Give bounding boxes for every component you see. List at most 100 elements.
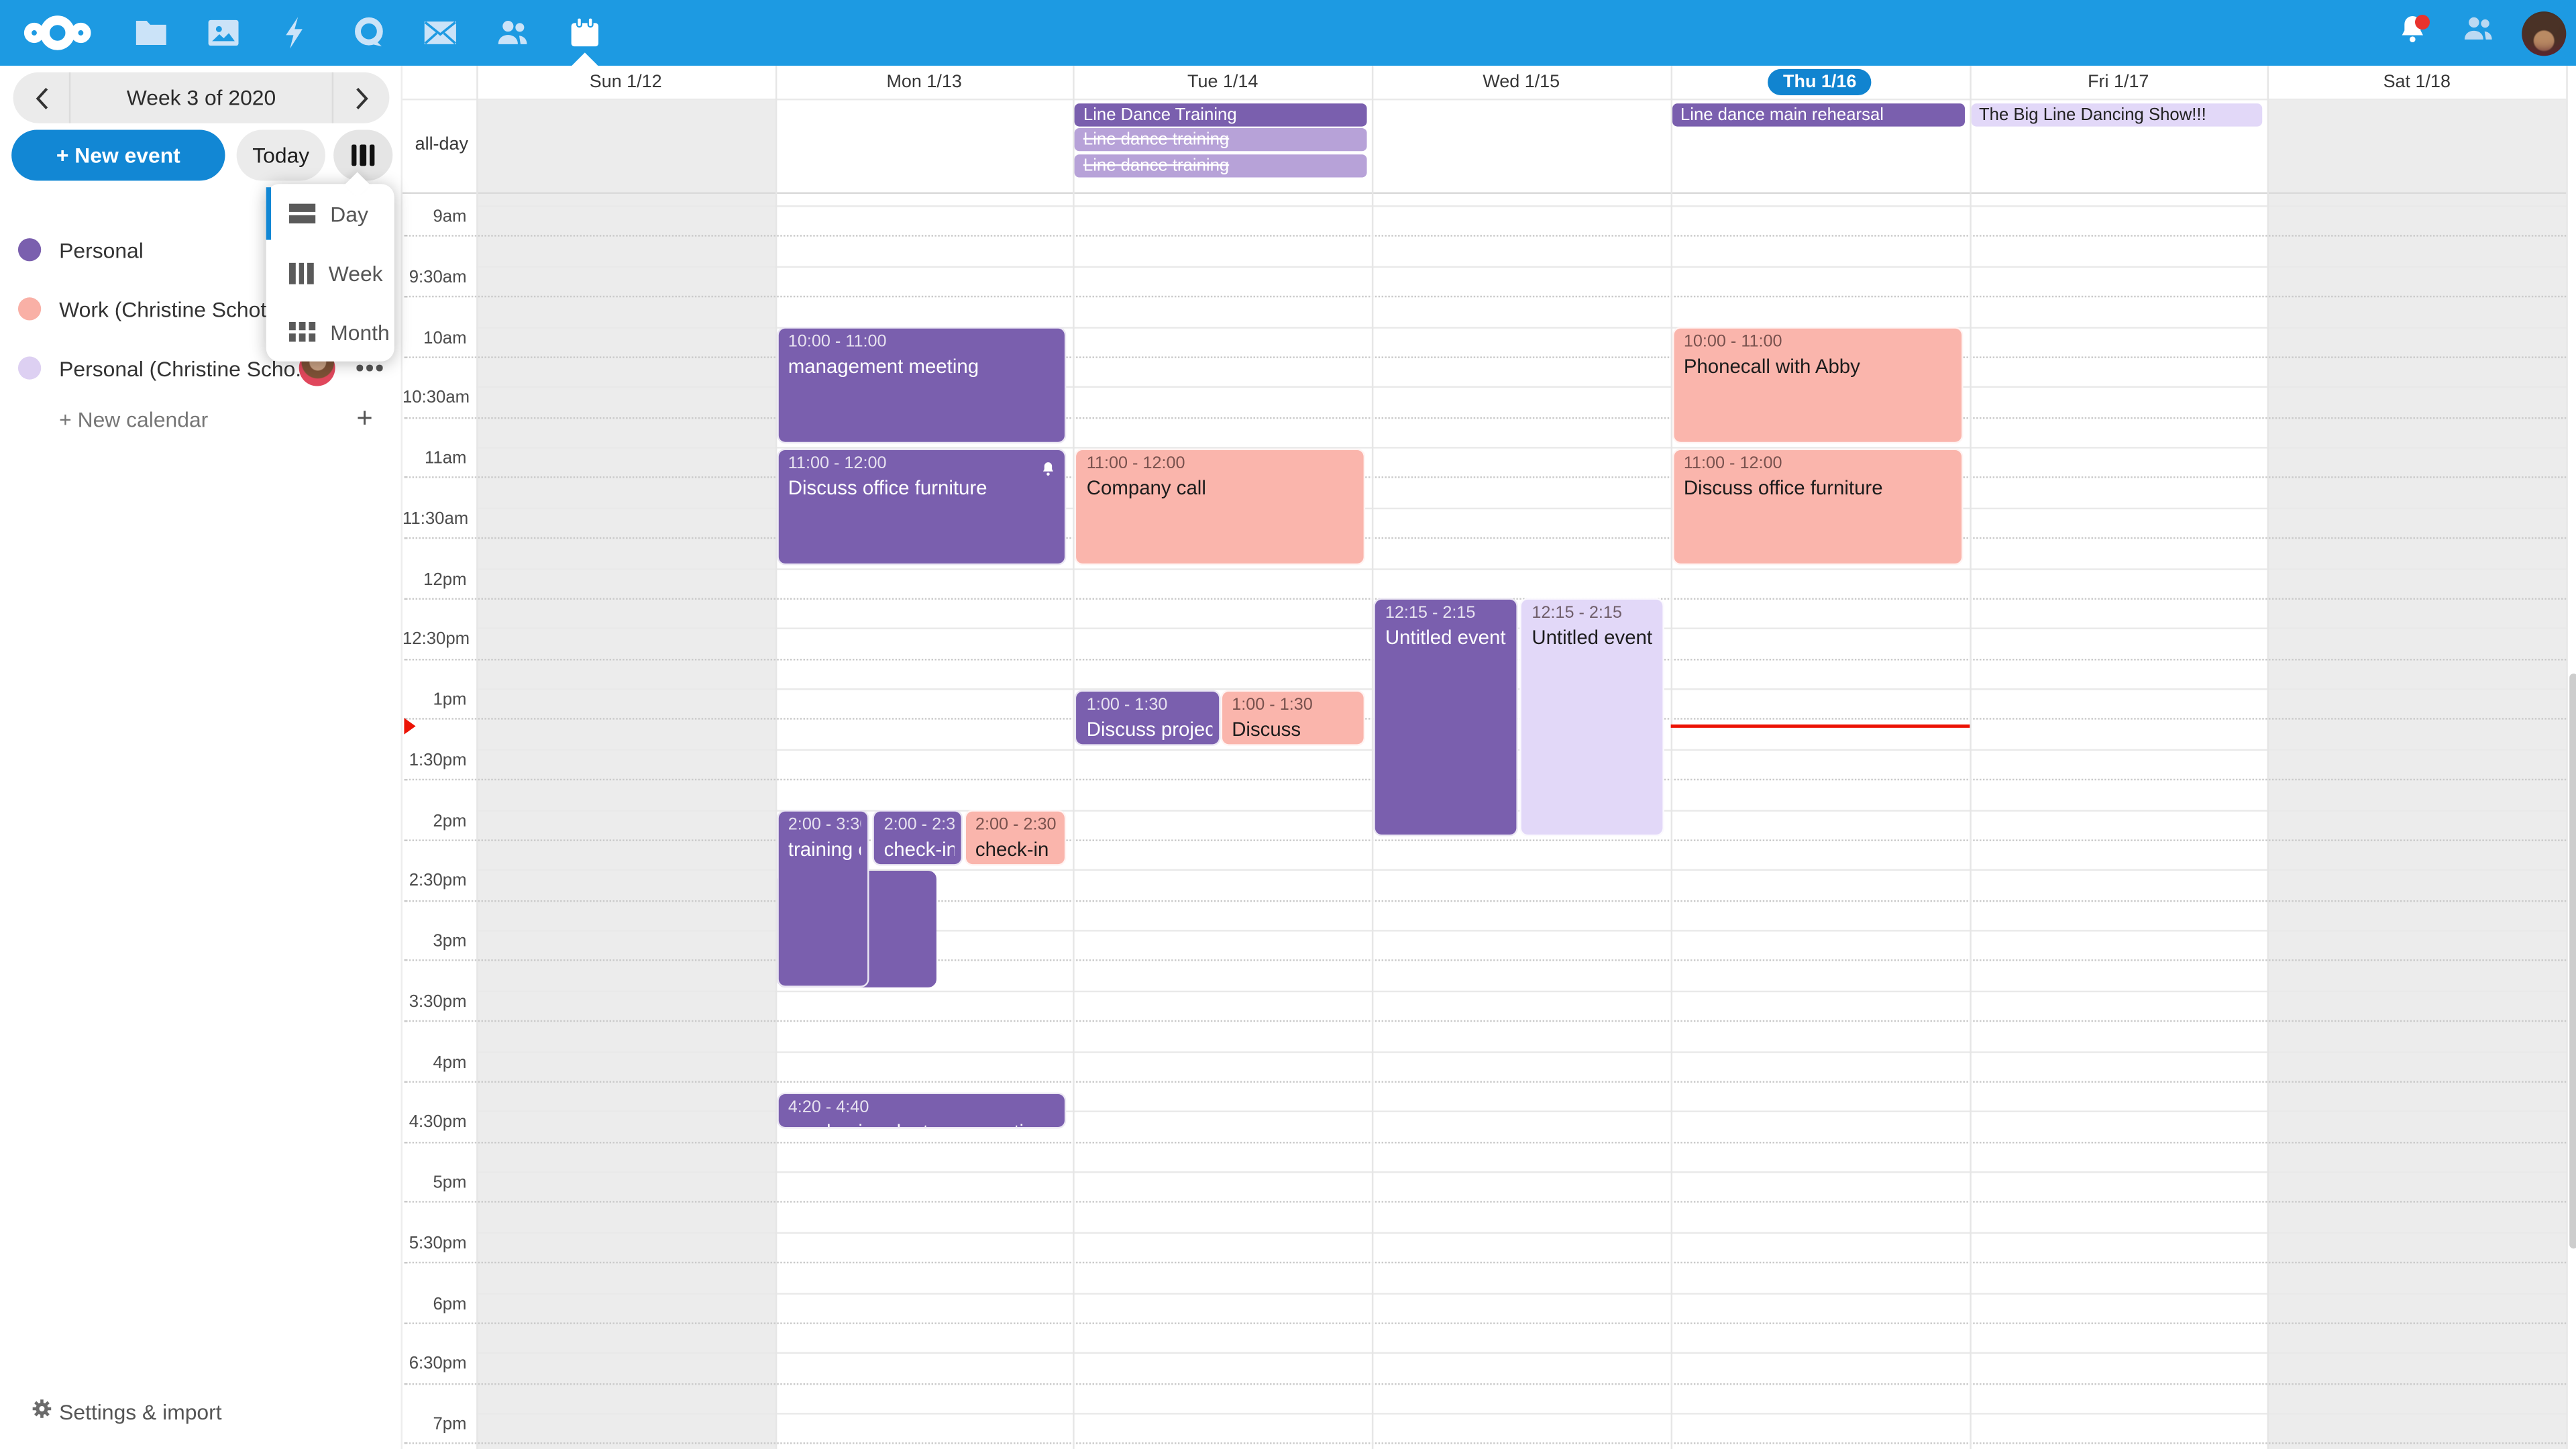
- calendar-event[interactable]: 10:00 - 11:00 Phonecall with Abby: [1672, 327, 1963, 444]
- gridline-half-hour: [476, 326, 2567, 328]
- time-label: 11:30am: [402, 508, 468, 531]
- nextcloud-logo[interactable]: [15, 7, 100, 59]
- calendar-event[interactable]: 1:00 - 1:30 Discuss project announcement: [1075, 689, 1221, 746]
- event-title: check-in: [975, 837, 1049, 861]
- gridline-half-hour: [476, 507, 2567, 509]
- gridline-quarter-hour: [404, 537, 2567, 539]
- gridline-quarter-hour: [404, 1020, 2567, 1022]
- chevron-right-icon: [355, 87, 368, 109]
- notifications-button[interactable]: [2379, 0, 2445, 66]
- allday-event[interactable]: Line Dance Training: [1075, 103, 1367, 127]
- time-label: 6pm: [402, 1293, 467, 1316]
- event-title: Untitled event: [1385, 626, 1506, 650]
- calendar-event[interactable]: 1:00 - 1:30 Discuss project announcement: [1220, 689, 1366, 746]
- event-time: 1:00 - 1:30: [1086, 696, 1168, 714]
- gridline-half-hour: [476, 1352, 2567, 1354]
- today-button[interactable]: Today: [236, 129, 325, 181]
- allday-event[interactable]: The Big Line Dancing Show!!!: [1970, 103, 2263, 127]
- month-view-icon: [289, 322, 316, 342]
- day-header[interactable]: Wed 1/15: [1483, 72, 1560, 93]
- new-event-button[interactable]: + New event: [11, 129, 225, 181]
- settings-import-button[interactable]: Settings & import: [0, 1390, 402, 1436]
- day-header[interactable]: Tue 1/14: [1187, 72, 1258, 93]
- view-menu-label: Day: [330, 201, 368, 226]
- app-activity[interactable]: [260, 0, 332, 66]
- time-label: 3:30pm: [402, 991, 467, 1014]
- vertical-scrollbar[interactable]: [2568, 674, 2576, 1249]
- time-label: 3pm: [402, 931, 467, 953]
- event-time: 10:00 - 11:00: [1683, 333, 1782, 352]
- calendar-list-item[interactable]: Personal (Christine Scho...: [0, 338, 402, 397]
- calendar-list-item[interactable]: Work (Christine Schott): [0, 279, 402, 338]
- day-header[interactable]: Thu 1/16: [1670, 66, 1969, 99]
- calendar-event[interactable]: 10:00 - 11:00 management meeting: [776, 327, 1067, 444]
- calendar-name: Work (Christine Schott): [59, 297, 280, 321]
- app-mail[interactable]: [404, 0, 476, 66]
- app-files[interactable]: [115, 0, 187, 66]
- calendar-event[interactable]: 4:20 - 4:40 purchasing dept conversation: [776, 1091, 1067, 1128]
- view-menu-item-week[interactable]: Week: [266, 243, 394, 302]
- people-icon: [2460, 11, 2494, 54]
- allday-label: all-day: [415, 134, 468, 155]
- day-header[interactable]: Mon 1/13: [886, 72, 962, 93]
- gridline-half-hour: [476, 930, 2567, 932]
- app-photos[interactable]: [187, 0, 260, 66]
- allday-event[interactable]: Line dance training: [1075, 154, 1367, 177]
- event-title: Discuss office furniture: [788, 475, 987, 499]
- day-header[interactable]: Sat 1/18: [2383, 72, 2451, 93]
- calendar-list: Personal Work (Christine Schott) Personal …: [0, 220, 402, 397]
- time-label: 2pm: [402, 810, 467, 833]
- mail-icon: [422, 15, 458, 51]
- view-selector-button[interactable]: [333, 129, 393, 181]
- calendar-event[interactable]: 12:15 - 2:15 Untitled event: [1520, 598, 1664, 837]
- week-title[interactable]: Week 3 of 2020: [126, 85, 276, 111]
- app-contacts[interactable]: [476, 0, 549, 66]
- gridline-quarter-hour: [404, 960, 2567, 962]
- gridline-half-hour: [476, 1232, 2567, 1234]
- gridline-quarter-hour: [404, 1322, 2567, 1324]
- column-divider: [775, 65, 777, 1449]
- event-time: 11:00 - 12:00: [1683, 454, 1782, 473]
- new-calendar-button[interactable]: + New calendar +: [0, 391, 402, 450]
- event-title: Phonecall with Abby: [1683, 354, 1860, 378]
- time-label: 2:30pm: [402, 871, 467, 893]
- allday-event[interactable]: Line dance training: [1075, 128, 1367, 152]
- gridline-quarter-hour: [404, 1141, 2567, 1143]
- previous-week-button[interactable]: [13, 72, 69, 123]
- app-calendar[interactable]: [549, 0, 621, 66]
- gridline-half-hour: [476, 990, 2567, 992]
- user-menu-button[interactable]: [2510, 0, 2576, 66]
- gridline-quarter-hour: [404, 1443, 2567, 1445]
- event-time: 4:20 - 4:40: [788, 1098, 869, 1117]
- app-talk[interactable]: [333, 0, 406, 66]
- contacts-icon: [494, 15, 531, 51]
- calendar-event[interactable]: 11:00 - 12:00 Discuss office furniture: [776, 447, 1067, 565]
- calendar-event[interactable]: 2:00 - 2:30 check-in: [872, 810, 963, 867]
- divider: [331, 72, 334, 123]
- calendar-event[interactable]: 11:00 - 12:00 Discuss office furniture: [1672, 447, 1963, 565]
- next-week-button[interactable]: [333, 72, 389, 123]
- time-label: 11am: [402, 448, 467, 470]
- calendar-event[interactable]: 12:15 - 2:15 Untitled event: [1373, 598, 1519, 837]
- calendar-event[interactable]: 11:00 - 12:00 Company call: [1075, 447, 1366, 565]
- event-title: Discuss project announcement: [1086, 716, 1212, 741]
- time-label: 5:30pm: [402, 1233, 467, 1255]
- event-title: check-in: [883, 837, 955, 861]
- more-options-icon[interactable]: [356, 365, 382, 371]
- view-menu-item-month[interactable]: Month: [266, 303, 394, 362]
- day-header[interactable]: Fri 1/17: [2088, 72, 2149, 93]
- current-time-line: [1670, 724, 1970, 729]
- allday-event[interactable]: Line dance main rehearsal: [1672, 103, 1964, 127]
- time-label: 9am: [402, 207, 467, 229]
- view-menu-item-day[interactable]: Day: [266, 184, 394, 243]
- gridline-half-hour: [476, 1111, 2567, 1113]
- day-header[interactable]: Sun 1/12: [589, 72, 662, 93]
- calendar-event[interactable]: 2:00 - 2:30 check-in: [963, 810, 1067, 867]
- gridline-quarter-hour: [404, 1262, 2567, 1264]
- column-divider: [1969, 65, 1971, 1449]
- time-label: 6:30pm: [402, 1354, 467, 1376]
- calendar-list-item[interactable]: Personal: [0, 220, 402, 279]
- calendar-event[interactable]: 2:00 - 3:30 training call: [776, 810, 870, 987]
- contacts-menu-button[interactable]: [2445, 0, 2510, 66]
